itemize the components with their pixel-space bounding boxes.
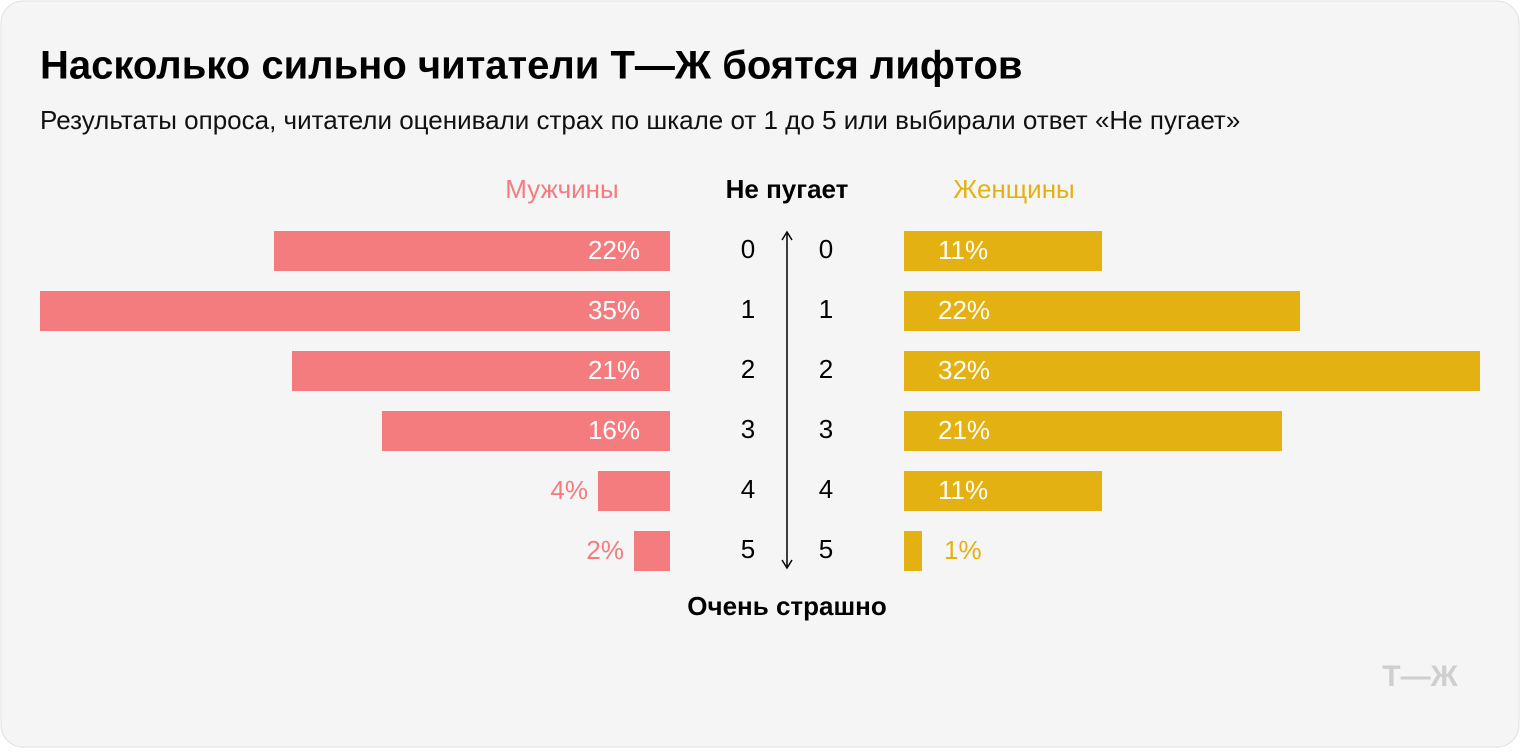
bar: [382, 411, 670, 451]
chart-title: Насколько сильно читатели Т—Ж боятся лиф…: [40, 44, 1022, 88]
value-label: 2%: [586, 535, 624, 565]
category-label: 3: [741, 414, 755, 444]
category-label: 2: [741, 354, 755, 384]
bar: [904, 291, 1300, 331]
bar: [292, 351, 670, 391]
bar: [40, 291, 670, 331]
arrow-heads: [781, 230, 793, 570]
bar: [904, 471, 1102, 511]
bar: [904, 231, 1102, 271]
category-label: 0: [741, 234, 755, 264]
value-label: 4%: [550, 475, 588, 505]
category-label: 5: [819, 534, 833, 564]
value-label: 11%: [938, 235, 988, 265]
category-label: 1: [819, 294, 833, 324]
bar: [904, 531, 922, 571]
bar: [598, 471, 670, 511]
category-label: 1: [741, 294, 755, 324]
bar: [634, 531, 670, 571]
legend-label: Женщины: [953, 174, 1074, 204]
category-label: 3: [819, 414, 833, 444]
category-label: 4: [819, 474, 833, 504]
category-label: 5: [741, 534, 755, 564]
value-label: 21%: [588, 355, 640, 385]
bottom-label: Очень страшно: [687, 591, 886, 621]
bar: [274, 231, 670, 271]
value-label: 22%: [588, 235, 640, 265]
value-label: 22%: [938, 295, 990, 325]
value-label: 21%: [938, 415, 990, 445]
bar: [904, 351, 1480, 391]
top-label: Не пугает: [726, 174, 849, 204]
value-label: 35%: [588, 295, 640, 325]
category-label: 2: [819, 354, 833, 384]
category-label: 0: [819, 234, 833, 264]
value-label: 16%: [588, 415, 640, 445]
value-label: 11%: [938, 475, 988, 505]
legend-label: Мужчины: [505, 174, 618, 204]
logo: Т—Ж: [1382, 660, 1458, 693]
value-label: 1%: [944, 535, 982, 565]
category-label: 4: [741, 474, 755, 504]
chart-subtitle: Результаты опроса, читатели оценивали ст…: [40, 105, 1240, 135]
value-label: 32%: [938, 355, 990, 385]
bar: [904, 411, 1282, 451]
